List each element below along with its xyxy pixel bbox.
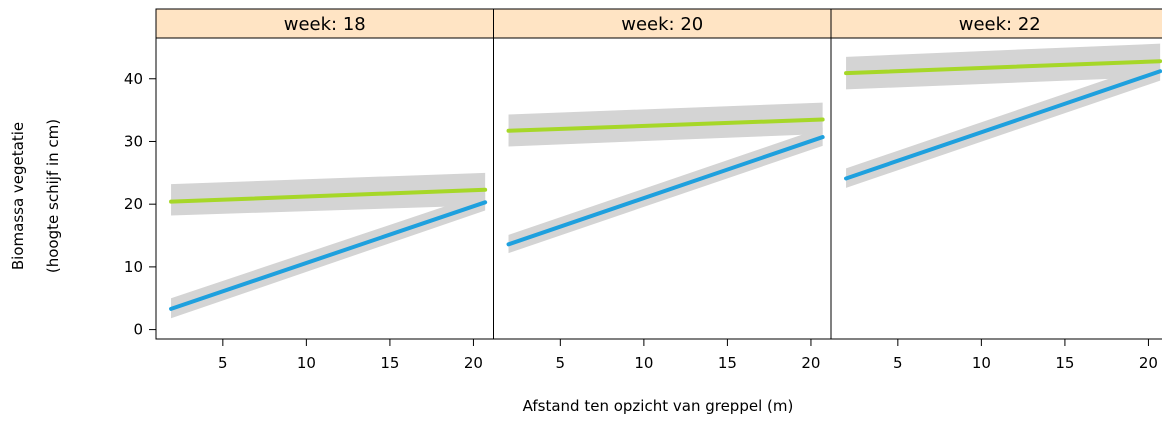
panel-3: week: 22 (830, 8, 1162, 340)
panel-strip (830, 8, 1162, 39)
x-tick-label: 20 (464, 354, 483, 372)
panel-strip (155, 8, 494, 39)
x-tick-label: 10 (634, 354, 653, 372)
panel-strip-label: week: 20 (621, 14, 703, 35)
panel-frame (830, 37, 1162, 340)
y-axis-title-line-1: Biomassa vegetatie (9, 122, 27, 270)
fitted-line-1 (169, 187, 488, 204)
panel-1: week: 18 (155, 8, 494, 340)
y-tick-label: 10 (124, 258, 143, 276)
panel-2: week: 20 (493, 8, 832, 340)
y-tick-label: 30 (124, 132, 143, 150)
panel-strip-label: week: 22 (959, 14, 1041, 35)
y-tick-label: 40 (124, 70, 143, 88)
x-tick-label: 15 (380, 354, 399, 372)
x-axis-title: Afstand ten opzicht van greppel (m) (523, 397, 794, 415)
panels-layer: week: 18 week: 20 week: 22 (155, 8, 1162, 340)
y-axis-title-line-2: (hoogte schijf in cm) (44, 119, 62, 273)
panel-strip-label: week: 18 (284, 14, 366, 35)
x-tick-label: 15 (718, 354, 737, 372)
y-tick-label: 0 (133, 321, 143, 339)
fitted-line-2 (844, 69, 1162, 181)
y-tick-label: 20 (124, 195, 143, 213)
fitted-line-1 (844, 59, 1162, 76)
x-tick-label: 5 (218, 354, 228, 372)
fitted-line-2 (506, 135, 825, 247)
x-tick-label: 5 (556, 354, 566, 372)
x-tick-label: 15 (1055, 354, 1074, 372)
x-tick-label: 10 (297, 354, 316, 372)
fitted-line-1 (506, 117, 825, 133)
x-tick-label: 20 (801, 354, 820, 372)
x-tick-label: 5 (893, 354, 903, 372)
axes-layer: 5 10 15 20 5 10 15 20 5 10 15 20 0 10 20 30 40 (124, 70, 1158, 372)
fitted-line-2 (169, 200, 488, 311)
x-tick-label: 10 (972, 354, 991, 372)
x-tick-label: 20 (1139, 354, 1158, 372)
